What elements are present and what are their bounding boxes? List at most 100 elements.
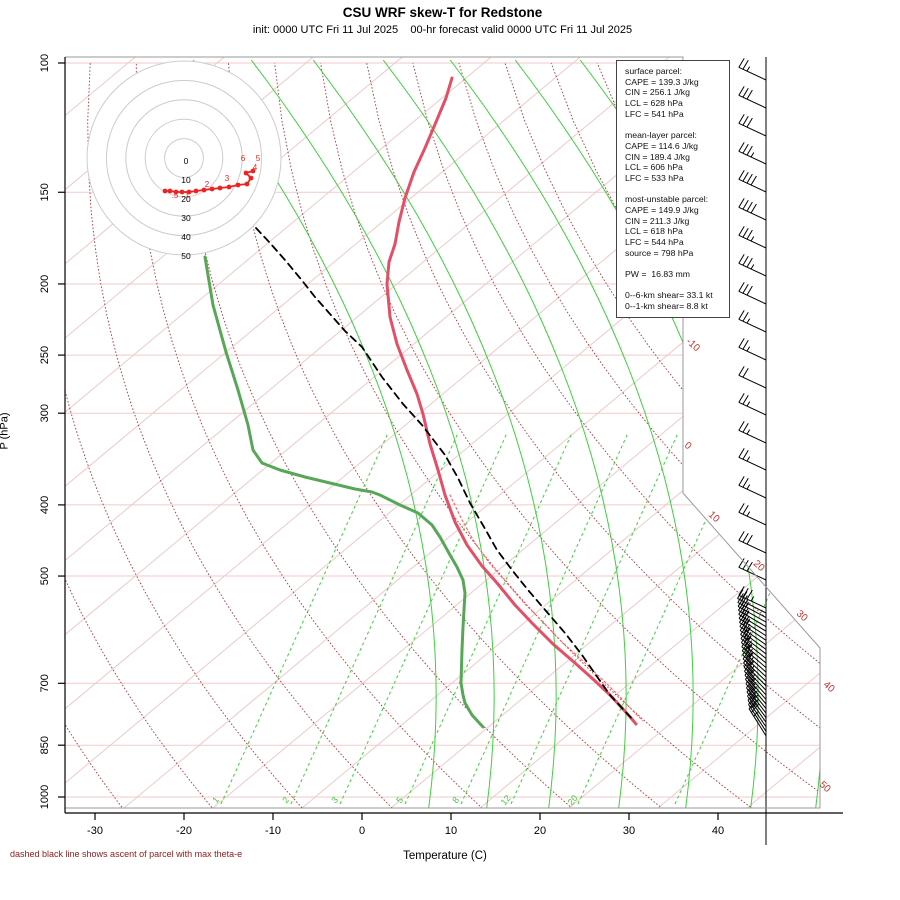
wind-barb [747, 686, 767, 723]
dry-adiabat-line [320, 62, 820, 808]
hodograph-ring-label: 40 [181, 232, 191, 242]
hodograph-ring [164, 138, 204, 178]
wind-barb [738, 476, 767, 499]
hodograph-height-label: .5 [172, 191, 179, 200]
moist-adiabat-line [382, 59, 627, 808]
hodograph-height-label: 3 [225, 174, 230, 183]
x-tick-label: -10 [265, 825, 281, 837]
virtual-temperature-curve [449, 494, 644, 722]
x-axis-label: Temperature (C) [403, 850, 487, 862]
isotherm-edge-label: 0 [682, 440, 694, 452]
hodograph-trace-point [248, 175, 254, 181]
y-tick-label: 850 [39, 736, 51, 754]
moist-adiabat-line [449, 59, 694, 808]
x-tick-label: 10 [445, 825, 457, 837]
dry-adiabat-line [65, 62, 129, 808]
isotherm-gridline [473, 57, 820, 808]
isotherm-gridline [65, 57, 581, 808]
moist-adiabat-line [312, 59, 557, 808]
hodograph-height-label: 4 [253, 163, 258, 172]
parcel-box-line [625, 184, 729, 195]
mixing-ratio-label: 3 [329, 795, 340, 805]
y-tick-label: 150 [39, 183, 51, 201]
dry-adiabat-line [458, 62, 820, 808]
hodograph-trace-point [167, 188, 173, 194]
hodograph-trace-point [217, 185, 223, 191]
wind-barb [738, 503, 767, 526]
mixing-ratio-label: 5 [394, 795, 405, 805]
parcel-box-line [625, 280, 729, 291]
dry-adiabat-line [65, 62, 220, 808]
parcel-box-line: PW = 16.83 mm [625, 269, 690, 280]
parcel-box-line: LCL = 628 hPa [625, 98, 683, 109]
dry-adiabat-line [274, 62, 762, 808]
moist-adiabat-line [250, 59, 495, 808]
footer-note: dashed black line shows ascent of parcel… [10, 849, 243, 859]
wind-barb [738, 114, 767, 137]
dry-adiabat-line [874, 63, 900, 816]
hodograph-height-label: 5 [256, 154, 261, 163]
wind-barb-column [737, 57, 767, 845]
parcel-box-line: mean-layer parcel: [625, 130, 697, 141]
page-title: CSU WRF skew-T for Redstone [342, 5, 543, 20]
y-tick-label: 1000 [39, 785, 51, 809]
parcel-box-line: LFC = 533 hPa [625, 172, 684, 183]
parcel-box-line [625, 258, 729, 269]
y-tick-label: 400 [39, 496, 51, 514]
dry-adiabat-line [135, 63, 491, 808]
wind-barb [748, 695, 767, 732]
mixing-ratio-label: 2 [280, 795, 291, 805]
hodograph-trace-point [244, 181, 250, 187]
parcel-box-line: CIN = 189.4 J/kg [625, 151, 690, 162]
dry-adiabat-line [735, 62, 820, 808]
y-tick-label: 100 [39, 54, 51, 72]
mixing-ratio-line [510, 433, 678, 805]
wind-barb [738, 58, 767, 81]
isotherm-edge-label: 40 [821, 679, 837, 695]
y-tick-label: 700 [39, 674, 51, 692]
y-tick-label: 200 [39, 275, 51, 293]
parcel-box-line: LCL = 618 hPa [625, 226, 683, 237]
mixing-ratio-line [339, 433, 507, 805]
isotherm-edge-label: 50 [817, 779, 833, 795]
mixing-ratio-label: 12 [499, 793, 513, 807]
y-tick-label: 250 [39, 346, 51, 364]
mixing-ratio-line [460, 433, 628, 805]
parcel-box-line: most-unstable parcel: [625, 194, 709, 205]
hodograph-trace-point [243, 170, 249, 176]
dry-adiabat-line [366, 62, 820, 808]
hodograph-ring-label: 20 [181, 194, 191, 204]
hodograph-trace-point [193, 188, 199, 194]
isotherm-gridline [65, 57, 670, 808]
parcel-box-line: LFC = 541 hPa [625, 108, 684, 119]
hodograph-trace-point [186, 189, 192, 195]
parcel-box-line: surface parcel: [625, 66, 682, 76]
parcel-info-box: surface parcel: CAPE = 139.3 J/kg CIN = 25… [616, 60, 730, 318]
mixing-ratio-label: 20 [566, 793, 580, 807]
wind-barb [738, 338, 767, 361]
wind-barb [738, 448, 767, 471]
hodograph-height-label: 1 [185, 191, 190, 200]
parcel-box-line: CAPE = 149.9 J/kg [625, 204, 699, 215]
hodograph-trace-point [201, 187, 207, 193]
dry-adiabat-line [828, 63, 900, 816]
mixing-ratio-line [577, 433, 745, 805]
parcel-box-line: CIN = 256.1 J/kg [625, 87, 690, 98]
dewpoint-curve [203, 255, 485, 729]
wind-barb [738, 421, 767, 444]
parcel-box-line: LCL = 606 hPa [625, 162, 683, 173]
wind-barb [738, 282, 767, 305]
wind-barb [738, 531, 767, 554]
hodograph-height-label: 2 [205, 180, 210, 189]
wind-barb [738, 366, 767, 389]
mixing-ratio-line [404, 433, 572, 805]
parcel-box-line: 0--1-km shear= 8.8 kt [625, 301, 708, 312]
isotherm-gridline [65, 57, 225, 808]
wind-barb [738, 254, 767, 277]
wind-barb [748, 699, 767, 737]
mixing-ratio-label: 8 [450, 795, 461, 805]
x-tick-label: -30 [87, 825, 103, 837]
